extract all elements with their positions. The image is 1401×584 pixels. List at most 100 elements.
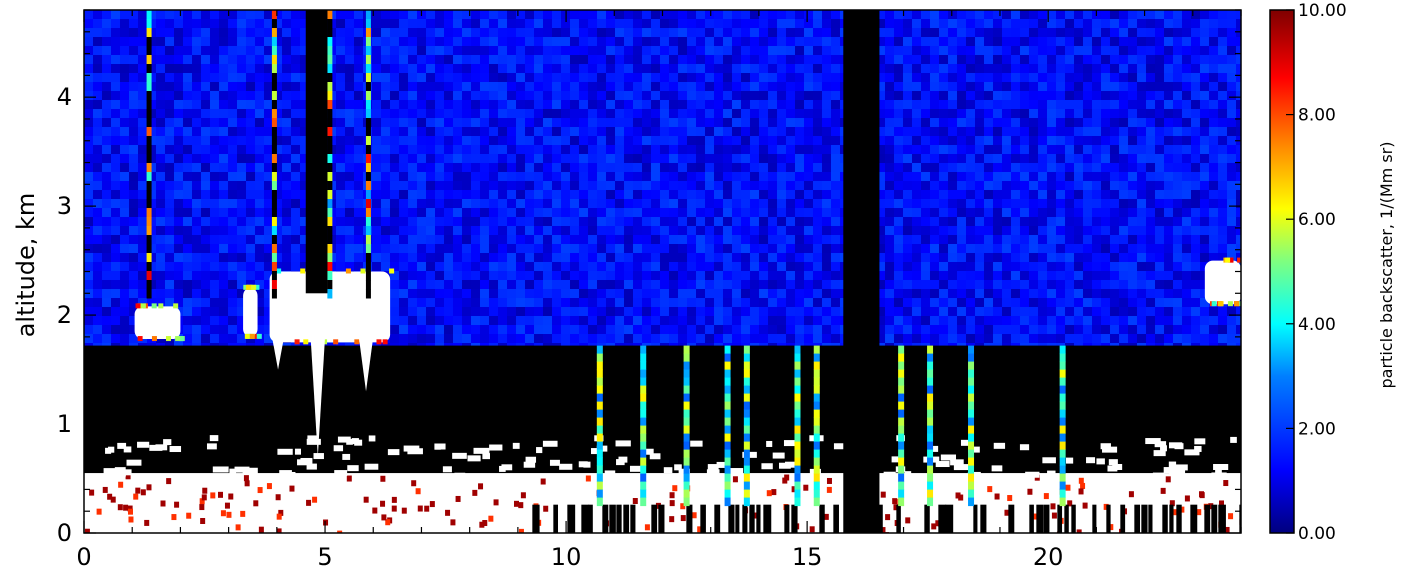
heatmap-cell bbox=[174, 127, 184, 137]
heatmap-cell bbox=[381, 172, 391, 182]
heatmap-cell bbox=[588, 334, 598, 344]
heatmap-cell bbox=[165, 235, 175, 245]
heatmap-cell bbox=[561, 271, 571, 281]
heatmap-cell bbox=[300, 190, 310, 200]
heatmap-cell bbox=[624, 154, 634, 164]
heatmap-cell bbox=[255, 217, 265, 227]
heatmap-cell bbox=[336, 46, 346, 56]
heatmap-cell bbox=[687, 100, 697, 110]
heatmap-cell bbox=[390, 271, 400, 281]
heatmap-cell bbox=[741, 145, 751, 155]
heatmap-cell bbox=[768, 118, 778, 128]
heatmap-cell bbox=[390, 199, 400, 209]
heatmap-cell bbox=[1047, 82, 1057, 92]
heatmap-cell bbox=[894, 82, 904, 92]
heatmap-cell bbox=[1074, 73, 1084, 83]
heatmap-cell bbox=[1200, 253, 1210, 263]
heatmap-cell bbox=[642, 217, 652, 227]
heatmap-cell bbox=[1047, 208, 1057, 218]
heatmap-cell bbox=[1191, 190, 1201, 200]
heatmap-cell bbox=[1092, 199, 1102, 209]
heatmap-cell bbox=[1137, 118, 1147, 128]
heatmap-cell bbox=[822, 253, 832, 263]
heatmap-cell bbox=[174, 73, 184, 83]
heatmap-cell bbox=[687, 316, 697, 326]
heatmap-cell bbox=[597, 208, 607, 218]
heatmap-cell bbox=[1164, 28, 1174, 38]
heatmap-cell bbox=[822, 208, 832, 218]
heatmap-cell bbox=[1200, 37, 1210, 47]
heatmap-cell bbox=[1020, 154, 1030, 164]
heatmap-cell bbox=[939, 280, 949, 290]
heatmap-cell bbox=[471, 262, 481, 272]
heatmap-cell bbox=[1092, 163, 1102, 173]
heatmap-cell bbox=[534, 190, 544, 200]
heatmap-cell bbox=[1101, 307, 1111, 317]
heatmap-cell bbox=[1011, 118, 1021, 128]
heatmap-cell bbox=[282, 28, 292, 38]
heatmap-cell bbox=[813, 208, 823, 218]
heatmap-cell bbox=[984, 298, 994, 308]
heatmap-cell bbox=[732, 307, 742, 317]
heatmap-cell bbox=[552, 100, 562, 110]
heatmap-cell bbox=[777, 316, 787, 326]
heatmap-cell bbox=[696, 172, 706, 182]
heatmap-cell bbox=[1128, 37, 1138, 47]
heatmap-cell bbox=[633, 172, 643, 182]
heatmap-cell bbox=[1056, 19, 1066, 29]
heatmap-cell bbox=[597, 10, 607, 20]
heatmap-cell bbox=[417, 28, 427, 38]
heatmap-cell bbox=[1164, 154, 1174, 164]
heatmap-cell bbox=[948, 244, 958, 254]
heatmap-cell bbox=[165, 244, 175, 254]
heatmap-cell bbox=[651, 28, 661, 38]
heatmap-cell bbox=[948, 307, 958, 317]
heatmap-cell bbox=[129, 127, 139, 137]
heatmap-cell bbox=[1209, 190, 1219, 200]
heatmap-cell bbox=[498, 190, 508, 200]
heatmap-cell bbox=[741, 100, 751, 110]
heatmap-cell bbox=[291, 172, 301, 182]
heatmap-cell bbox=[669, 118, 679, 128]
heatmap-cell bbox=[1146, 190, 1156, 200]
heatmap-cell bbox=[831, 136, 841, 146]
heatmap-cell bbox=[480, 226, 490, 236]
heatmap-cell bbox=[552, 271, 562, 281]
heatmap-cell bbox=[381, 208, 391, 218]
heatmap-cell bbox=[660, 91, 670, 101]
heatmap-cell bbox=[1128, 100, 1138, 110]
heatmap-cell bbox=[876, 109, 886, 119]
heatmap-cell bbox=[1101, 226, 1111, 236]
heatmap-cell bbox=[786, 325, 796, 335]
heatmap-cell bbox=[300, 55, 310, 65]
heatmap-cell bbox=[768, 172, 778, 182]
heatmap-cell bbox=[1074, 217, 1084, 227]
heatmap-cell bbox=[1119, 262, 1129, 272]
heatmap-cell bbox=[354, 64, 364, 74]
heatmap-cell bbox=[237, 253, 247, 263]
heatmap-cell bbox=[1074, 226, 1084, 236]
surface-speck bbox=[1004, 509, 1010, 516]
heatmap-cell bbox=[291, 262, 301, 272]
heatmap-cell bbox=[777, 136, 787, 146]
heatmap-cell bbox=[975, 109, 985, 119]
heatmap-cell bbox=[1110, 28, 1120, 38]
heatmap-cell bbox=[1155, 91, 1165, 101]
heatmap-cell bbox=[111, 280, 121, 290]
heatmap-cell bbox=[759, 226, 769, 236]
heatmap-cell bbox=[237, 199, 247, 209]
heatmap-cell bbox=[741, 262, 751, 272]
heatmap-cell bbox=[552, 217, 562, 227]
heatmap-cell bbox=[813, 181, 823, 191]
heatmap-cell bbox=[642, 46, 652, 56]
heatmap-cell bbox=[660, 316, 670, 326]
heatmap-cell bbox=[1083, 298, 1093, 308]
heatmap-cell bbox=[1092, 73, 1102, 83]
heatmap-cell bbox=[264, 181, 274, 191]
heatmap-cell bbox=[237, 118, 247, 128]
heatmap-cell bbox=[1137, 316, 1147, 326]
heatmap-cell bbox=[1065, 235, 1075, 245]
heatmap-cell bbox=[210, 64, 220, 74]
heatmap-cell bbox=[804, 316, 814, 326]
heatmap-cell bbox=[93, 163, 103, 173]
